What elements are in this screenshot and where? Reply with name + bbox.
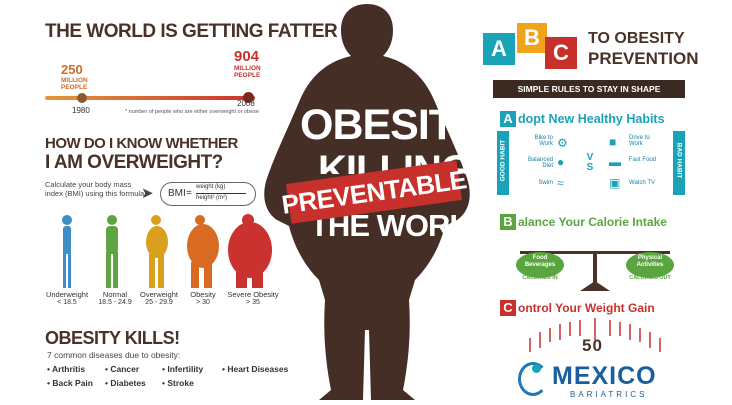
bmi-formula-numerator: weight (kg) bbox=[196, 184, 226, 190]
timeline-dot-2008 bbox=[243, 92, 254, 103]
prevention-header-2: PREVENTION bbox=[588, 49, 699, 68]
stat-2008-value: 904 bbox=[234, 48, 260, 65]
fatter-timeline: 250 MILLION PEOPLE 904 MILLION PEOPLE 19… bbox=[45, 48, 285, 118]
disease-list: • Arthritis • Cancer • Infertility • Hea… bbox=[47, 364, 307, 394]
section-a-title: dopt New Healthy Habits bbox=[518, 112, 665, 126]
block-c: C bbox=[545, 37, 577, 69]
prevention-header-1: TO OBESITY bbox=[588, 30, 685, 47]
good-habit-label: GOOD HABIT bbox=[499, 139, 507, 182]
bmi-cat-underweight: Underweight < 18.5 bbox=[42, 290, 92, 306]
timeline-bar bbox=[45, 96, 255, 100]
bmi-cat-label: Normal bbox=[102, 290, 128, 299]
figure-severe-obesity bbox=[228, 214, 272, 288]
fatter-title: THE WORLD IS GETTING FATTER bbox=[45, 21, 338, 42]
block-a: A bbox=[483, 33, 515, 65]
section-a-letter: A bbox=[500, 111, 516, 127]
year-1980: 1980 bbox=[72, 106, 90, 115]
bmi-categories: Underweight < 18.5 Normal 18.5 - 24.9 Ov… bbox=[42, 290, 292, 314]
brand-sub: BARIATRICS bbox=[570, 390, 648, 399]
brand-figure-head bbox=[532, 364, 541, 373]
left-pan-label: Food Beverages bbox=[524, 255, 556, 268]
bmi-cat-range: 25 - 29.9 bbox=[145, 299, 173, 306]
good-habit-item: Swim bbox=[538, 180, 553, 186]
stat-1980-unit: MILLION PEOPLE bbox=[61, 77, 88, 91]
bmi-formula-eq: = bbox=[186, 188, 192, 199]
brand-name: MEXICO bbox=[552, 362, 657, 390]
disease-item: • Diabetes bbox=[105, 378, 146, 388]
bmi-cat-normal: Normal 18.5 - 24.9 bbox=[90, 290, 140, 306]
vs-label: V S bbox=[586, 152, 594, 173]
rules-banner: SIMPLE RULES TO STAY IN SHAPE bbox=[493, 80, 685, 98]
bmi-cat-range: 18.5 - 24.9 bbox=[98, 299, 132, 306]
bmi-figures bbox=[62, 214, 272, 288]
habits-panel: GOOD HABIT BAD HABIT Bike to Work ⚙ Bala… bbox=[497, 131, 687, 195]
burger-icon: ▬ bbox=[609, 155, 621, 169]
bad-habit-label: BAD HABIT bbox=[675, 142, 683, 179]
right-pan-label: Physical Activities bbox=[636, 255, 664, 268]
bmi-formula-label: BMI bbox=[168, 188, 186, 199]
figure-overweight bbox=[146, 215, 168, 288]
bmi-formula-denominator: height² (m²) bbox=[196, 195, 228, 201]
stat-1980-value: 250 bbox=[61, 62, 83, 77]
good-habit-item: Balanced Diet bbox=[527, 157, 553, 169]
disease-item: • Infertility bbox=[162, 364, 204, 374]
swim-icon: ≈ bbox=[557, 176, 564, 190]
tv-icon: ▣ bbox=[609, 176, 621, 190]
disease-item: • Back Pain bbox=[47, 378, 93, 388]
apple-icon: ● bbox=[557, 155, 565, 169]
brand-logo: MEXICO BARIATRICS bbox=[518, 360, 688, 402]
arrow-icon: ➤ bbox=[141, 185, 154, 202]
bmi-cat-label: Overweight bbox=[140, 290, 178, 299]
kills-subtitle: 7 common diseases due to obesity: bbox=[47, 350, 181, 360]
good-habit-item: Bike to Work bbox=[534, 135, 553, 147]
timeline-note: * number of people who are either overwe… bbox=[125, 109, 259, 115]
bad-habit-tab: BAD HABIT bbox=[673, 131, 685, 195]
bmi-cat-label: Severe Obesity bbox=[227, 290, 279, 299]
center-headline-obesity: OBESITY IS bbox=[300, 101, 506, 149]
section-c-title: ontrol Your Weight Gain bbox=[518, 301, 655, 315]
bmi-cat-obesity: Obesity > 30 bbox=[178, 290, 228, 306]
bmi-cat-label: Underweight bbox=[45, 290, 89, 299]
balance-scale-icon bbox=[516, 251, 674, 291]
right-pan-sub: CALORIES OUT bbox=[629, 275, 671, 281]
bmi-formula-bracket bbox=[160, 182, 256, 206]
brand-figure-icon bbox=[518, 362, 548, 396]
weight-scale-gauge bbox=[529, 318, 661, 352]
timeline-dot-1980 bbox=[77, 93, 87, 103]
figure-obesity bbox=[187, 215, 219, 288]
car-icon: ■ bbox=[609, 135, 617, 149]
year-2008: 2008 bbox=[237, 99, 255, 108]
bad-habit-item: Watch TV bbox=[629, 180, 656, 186]
stat-2008-unit: MILLION PEOPLE bbox=[234, 65, 261, 79]
bmi-cat-label: Obesity bbox=[190, 290, 216, 299]
section-b-title: alance Your Calorie Intake bbox=[518, 215, 667, 229]
bmi-formula-line bbox=[196, 193, 246, 194]
bad-habit-item: Drive to Work bbox=[629, 135, 650, 147]
left-pan-sub: CALORIES IN bbox=[522, 275, 558, 281]
section-b-letter: B bbox=[500, 214, 516, 230]
bmi-cat-range: > 30 bbox=[196, 299, 210, 306]
disease-item: • Heart Diseases bbox=[222, 364, 289, 374]
bmi-cat-severe: Severe Obesity > 35 bbox=[220, 290, 286, 306]
bmi-cat-overweight: Overweight 25 - 29.9 bbox=[134, 290, 184, 306]
section-c-letter: C bbox=[500, 300, 516, 316]
scale-value: 50 bbox=[582, 336, 603, 355]
figure-underweight bbox=[62, 215, 72, 288]
kills-title: OBESITY KILLS! bbox=[45, 328, 180, 348]
bmi-title-line2: I AM OVERWEIGHT? bbox=[45, 152, 223, 173]
bike-icon: ⚙ bbox=[557, 136, 568, 150]
bmi-intro: Calculate your body mass index (BMI) usi… bbox=[45, 180, 145, 198]
disease-item: • Stroke bbox=[162, 378, 194, 388]
bmi-cat-range: > 35 bbox=[246, 299, 260, 306]
bad-habit-item: Fast Food bbox=[629, 157, 657, 163]
disease-item: • Cancer bbox=[105, 364, 140, 374]
bmi-title-line1: HOW DO I KNOW WHETHER bbox=[45, 135, 238, 152]
bmi-formula: BMI = weight (kg) height² (m²) bbox=[160, 182, 270, 206]
abc-blocks: A B C bbox=[483, 23, 583, 73]
bmi-cat-range: < 18.5 bbox=[57, 299, 77, 306]
disease-item: • Arthritis bbox=[47, 364, 86, 374]
figure-normal bbox=[106, 215, 118, 288]
block-b: B bbox=[517, 23, 547, 53]
good-habit-tab: GOOD HABIT bbox=[497, 131, 509, 195]
